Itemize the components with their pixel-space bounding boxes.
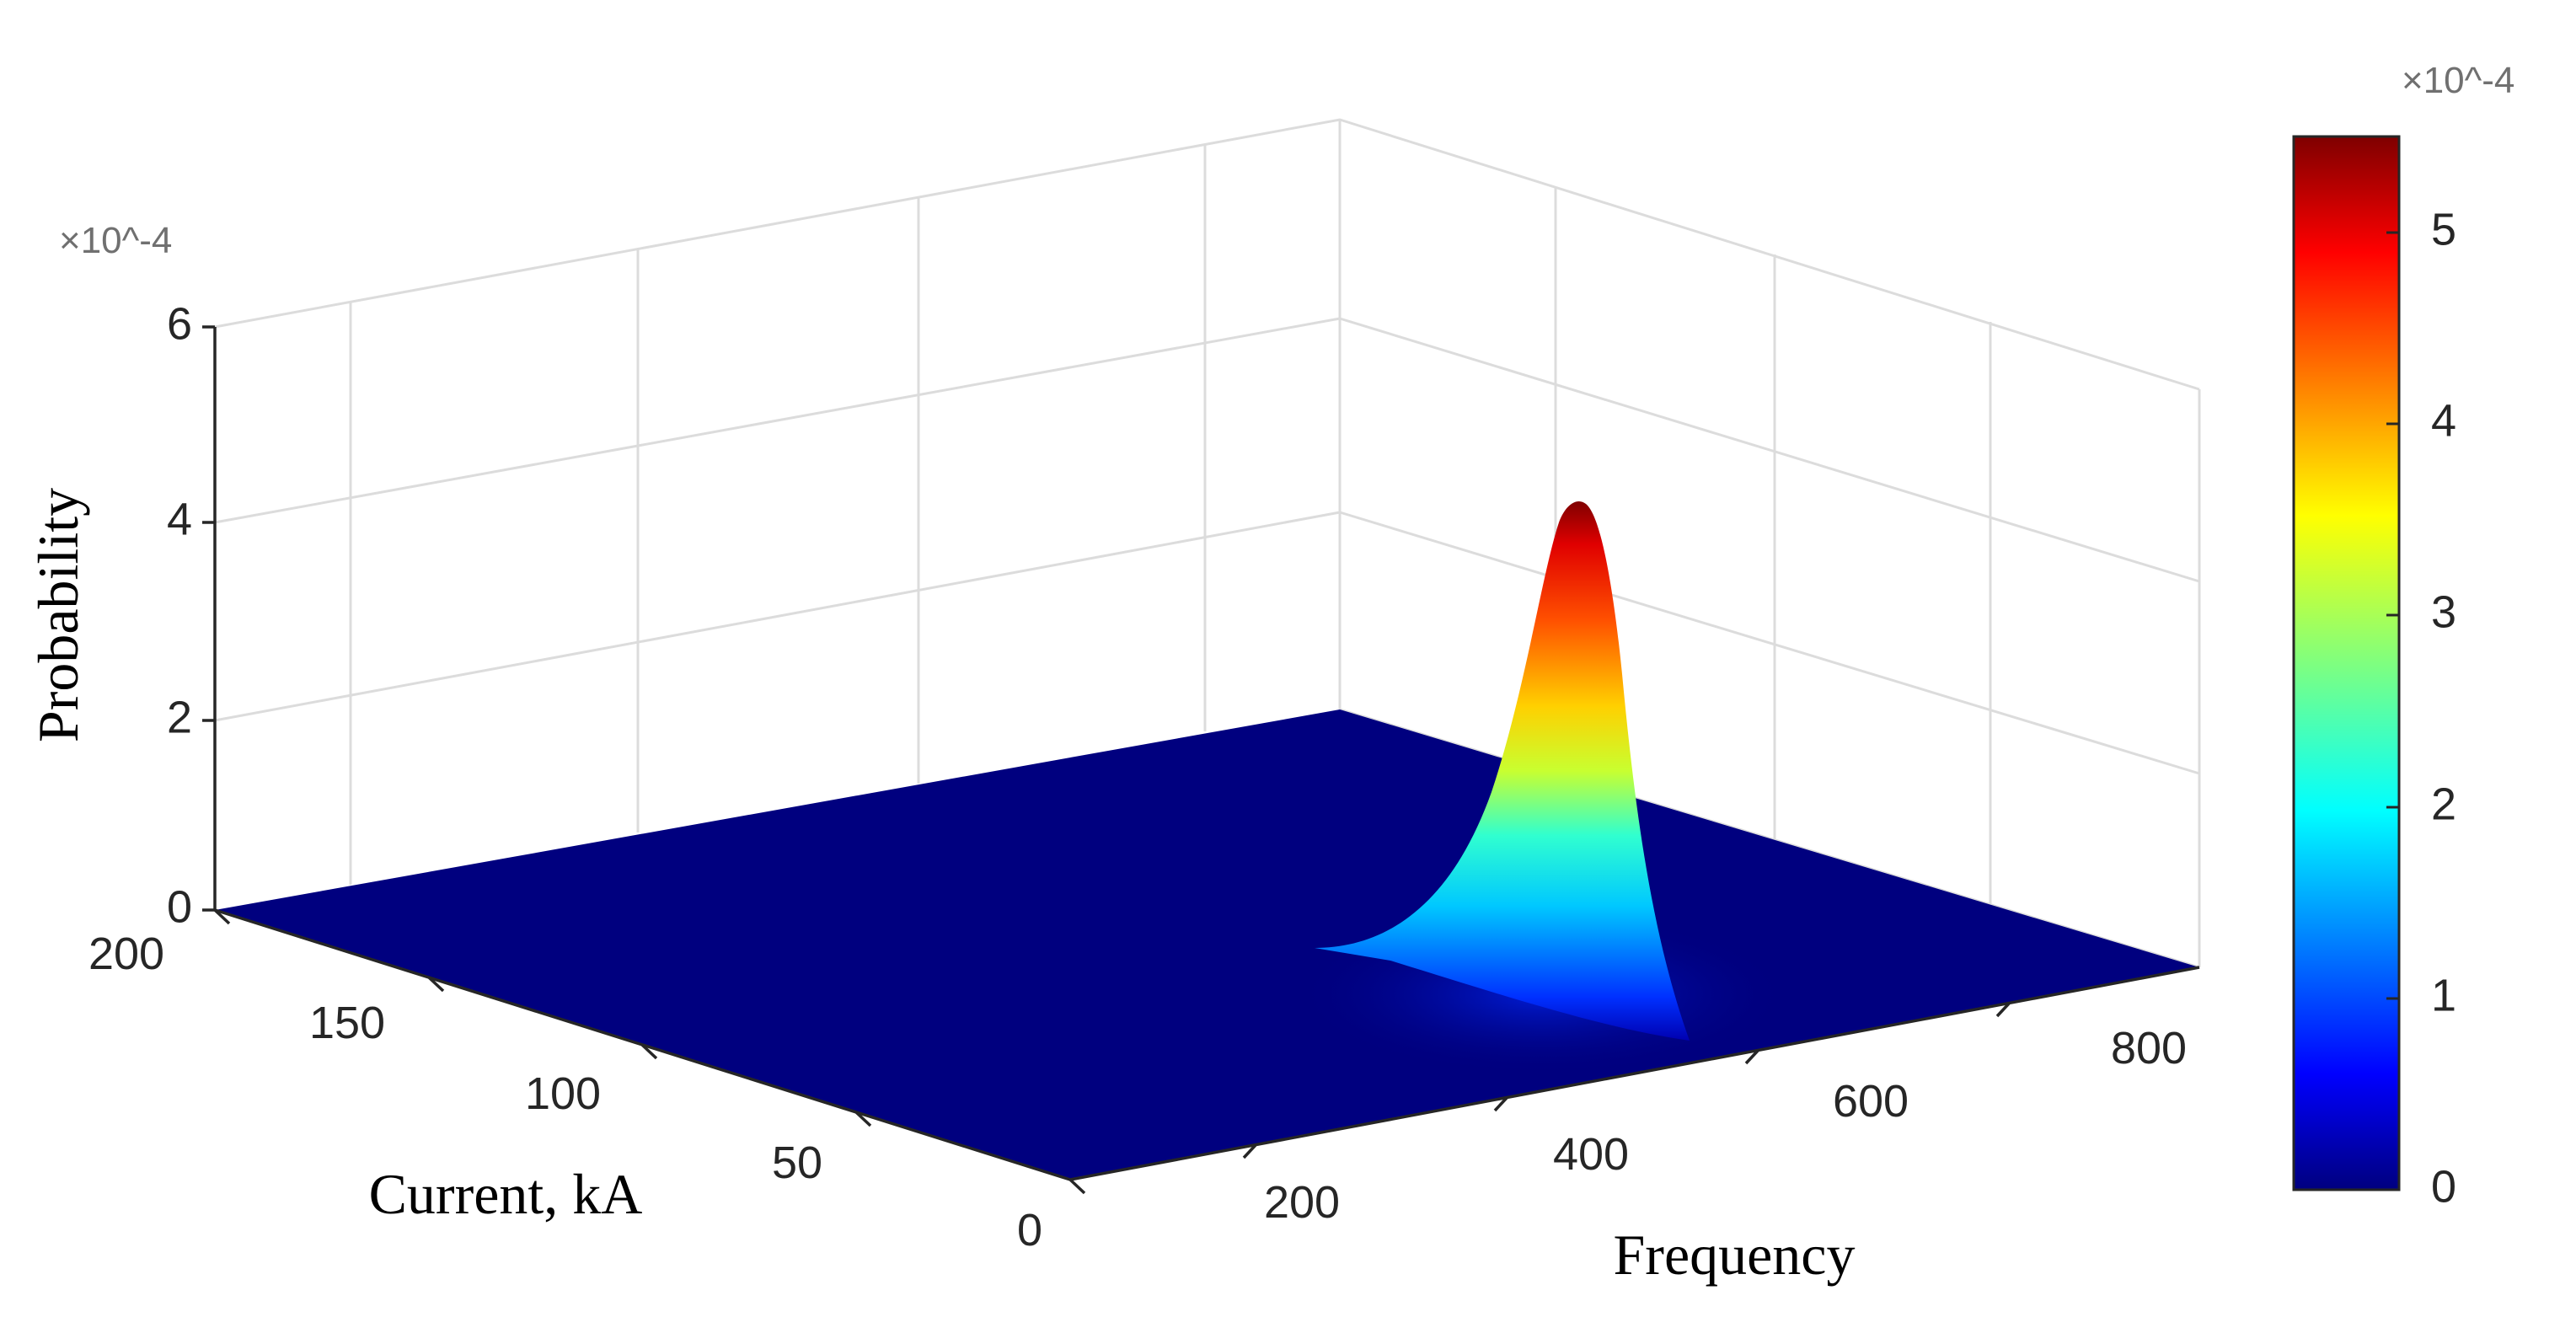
frequency-tick-labels: 200 400 600 800 [1264,1023,2187,1228]
current-tick-label: 100 [525,1068,601,1119]
colorbar-exponent: ×10^-4 [2402,60,2514,101]
frequency-tick-label: 400 [1553,1129,1629,1180]
colorbar-tick-label: 3 [2431,586,2456,637]
frequency-axis-label: Frequency [1613,1223,1855,1287]
z-tick-label: 6 [167,298,192,349]
surface-floor [215,709,2199,1180]
colorbar-tick-label: 1 [2431,970,2456,1020]
current-tick-label: 200 [88,929,164,979]
z-axis-label: Probability [26,488,90,742]
colorbar-tick-label: 0 [2431,1161,2456,1212]
z-axis-exponent: ×10^-4 [59,220,172,261]
frequency-tick-label: 800 [2111,1023,2187,1073]
frequency-tick-label: 200 [1264,1177,1340,1228]
z-tick-label: 0 [167,881,192,932]
colorbar-tick-label: 2 [2431,779,2456,829]
colorbar-gradient [2292,135,2401,1191]
current-axis-label: Current, kA [369,1162,643,1226]
z-tick-labels: 6 4 2 0 [167,298,192,932]
frequency-tick-label: 600 [1833,1076,1909,1127]
colorbar: 0 1 2 3 4 5 ×10^-4 [2292,60,2514,1212]
colorbar-tick-label: 4 [2431,395,2456,446]
current-tick-label: 0 [1017,1205,1042,1255]
current-tick-labels: 200 150 100 50 0 [88,929,1042,1255]
surface-peak [1315,501,1690,1041]
z-tick-label: 4 [167,494,192,544]
current-tick-label: 50 [772,1138,822,1188]
current-tick-label: 150 [309,998,385,1048]
colorbar-tick-label: 5 [2431,204,2456,254]
axes [202,325,2200,1195]
z-tick-label: 2 [167,692,192,742]
frequency-axis-line [1069,966,2200,1181]
